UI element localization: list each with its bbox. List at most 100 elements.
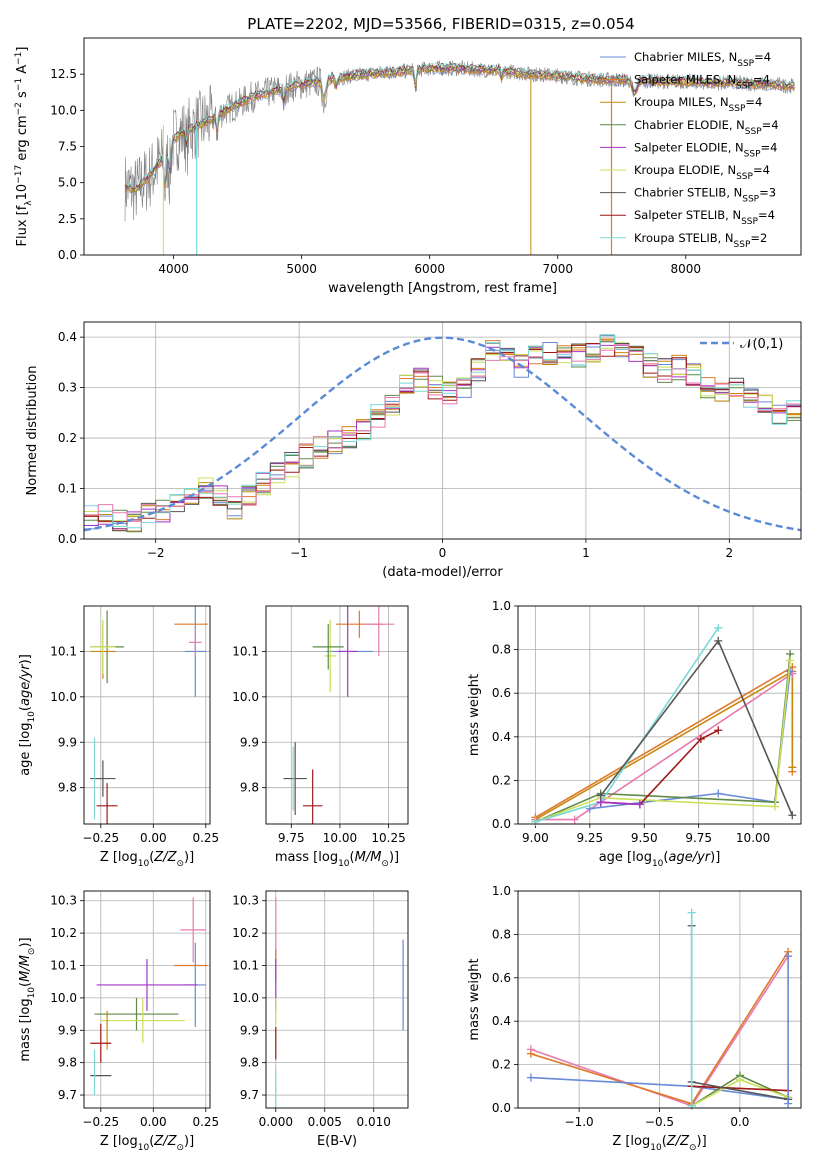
y-tick-label: 1.0 (492, 884, 511, 898)
series-marker-chabrier_miles (784, 1099, 793, 1108)
legend-label-kroupa_miles: Kroupa MILES, NSSP=4 (634, 95, 762, 114)
series-marker-salpeter_elodie (635, 800, 644, 809)
x-axis-label: E(B-V) (317, 1134, 357, 1149)
histogram-step-kroupa_stelib (84, 334, 801, 529)
errorbar-point-salpeter_stelib (96, 783, 118, 824)
panel-age_vs_Z: −0.25 0.00 0.25 9.8 9.9 10.0 10.1 Z [log10(Z/Z⊙… (18, 605, 219, 869)
x-axis-label: Z [log10(Z/Z⊙)] (100, 850, 194, 869)
y-tick-label: 10.1 (50, 958, 77, 972)
errorbar-point-chabrier_stelib (283, 742, 307, 815)
histogram-step-kroupa_miles (84, 339, 801, 529)
y-tick-label: 2.5 (58, 212, 77, 226)
axes-frame (517, 605, 802, 825)
errorbar-layer (283, 606, 395, 824)
y-tick-label: 9.8 (58, 1056, 77, 1070)
axes-frame (517, 890, 802, 1109)
y-axis-label: mass [log10(M/M⊙)] (18, 937, 37, 1061)
y-tick-label: 0.2 (58, 431, 77, 445)
y-tick-label: 0.0 (58, 532, 77, 546)
y-tick-label: 10.1 (232, 644, 259, 658)
x-tick-label: 9.00 (522, 831, 549, 845)
series-marker-kroupa_stelib (687, 908, 696, 917)
panel-residual_hist: −2 −1 0 1 2 0.0 0.1 0.2 0.3 0.4 (data-model)/error… (25, 321, 802, 580)
x-tick-label: 4000 (158, 262, 189, 276)
y-tick-label: 9.8 (240, 781, 259, 795)
series-line-salpeter_miles (534, 665, 794, 819)
panel-spectrum: 4000 5000 6000 7000 8000 0.0 2.5 5.0 7.5 10.0 12.5… (14, 37, 802, 296)
y-tick-label: 0.8 (492, 643, 511, 657)
x-axis-label: (data-model)/error (382, 565, 503, 580)
series-line-kroupa_stelib (535, 627, 719, 823)
y-tick-label: 12.5 (50, 67, 77, 81)
x-tick-label: 10.00 (736, 831, 770, 845)
series-marker-kroupa_elodie (786, 656, 795, 665)
series-marker-chabrier_stelib (788, 811, 797, 820)
y-tick-label: 10.0 (50, 690, 77, 704)
x-tick-label: −2 (147, 546, 165, 560)
x-tick-label: 0 (439, 546, 447, 560)
y-tick-label: 7.5 (58, 140, 77, 154)
y-tick-label: 10.3 (50, 894, 77, 908)
errorbar-point-salpeter_stelib (302, 769, 323, 824)
series-marker-chabrier_miles (526, 1073, 535, 1082)
x-axis-label: Z [log10(Z/Z⊙)] (612, 1134, 706, 1153)
axes-frame (83, 37, 802, 256)
y-tick-label: 0.6 (492, 971, 511, 985)
figure-content: 4000 5000 6000 7000 80000.02.55.07.510.012.5… (14, 37, 802, 1153)
x-tick-label: 0.0 (730, 1115, 749, 1129)
legend-label-normal: 𝒩(0,1) (740, 337, 783, 352)
spectrum-model-line-salpeter_stelib (124, 62, 795, 189)
legend-label-chabrier_miles: Chabrier MILES, NSSP=4 (634, 50, 771, 69)
errorbar-layer (90, 897, 208, 1096)
x-axis-label: age [log10(age/yr)] (599, 850, 721, 869)
y-tick-label: 10.1 (50, 644, 77, 658)
figure-title: PLATE=2202, MJD=53566, FIBERID=0315, z=0… (247, 15, 634, 33)
series-marker-kroupa_elodie (735, 1075, 744, 1084)
y-tick-label: 10.3 (232, 894, 259, 908)
errorbar-point-kroupa_elodie (90, 619, 116, 675)
y-tick-label: 0.4 (58, 330, 77, 344)
errorbar-point-chabrier_elodie (94, 997, 179, 1031)
errorbar-layer (275, 897, 404, 1108)
series-marker-kroupa_miles (788, 763, 797, 772)
series-line-salpeter_elodie (600, 801, 640, 806)
spectrum-model-line-kroupa_stelib (124, 61, 795, 189)
x-tick-label: 10.25 (371, 831, 405, 845)
y-tick-label: 0.8 (492, 927, 511, 941)
axes-frame (83, 605, 211, 825)
axes-frame (265, 890, 409, 1109)
series-marker-chabrier_stelib (714, 636, 723, 645)
axes-frame (83, 890, 211, 1109)
legend-label-salpeter_miles: Salpeter MILES, NSSP=4 (634, 73, 770, 92)
y-tick-label: 9.9 (240, 1023, 259, 1037)
series-marker-salpeter_stelib (696, 734, 705, 743)
series-line-salpeter_stelib (691, 1085, 789, 1092)
x-tick-label: 9.25 (576, 831, 603, 845)
series-marker-kroupa_stelib (714, 623, 723, 632)
errorbar-point-chabrier_elodie (312, 624, 344, 670)
panel-mass_weight_vs_age: 9.00 9.25 9.50 9.75 10.00 0.0 0.2 0.4 0.6 0.8 1.0 a… (467, 599, 802, 869)
y-tick-label: 0.2 (492, 1058, 511, 1072)
x-tick-label: −0.25 (82, 831, 119, 845)
x-tick-label: 1 (582, 546, 590, 560)
errorbar-point-kroupa_elodie (324, 619, 337, 693)
x-axis-label: wavelength [Angstrom, rest frame] (328, 281, 557, 296)
y-tick-label: 10.0 (50, 103, 77, 117)
series-marker-kroupa_stelib (687, 1101, 696, 1110)
y-axis-label: Normed distribution (25, 366, 40, 496)
x-tick-label: −1.0 (565, 1115, 594, 1129)
series-marker-salpeter_stelib (714, 726, 723, 735)
series-layer (531, 623, 797, 826)
x-tick-label: 9.75 (278, 831, 305, 845)
y-tick-label: 0.0 (492, 1101, 511, 1115)
errorbar-point-pink (189, 628, 202, 656)
x-tick-label: 0.00 (140, 831, 167, 845)
y-tick-label: 0.3 (58, 381, 77, 395)
legend-label-salpeter_stelib: Salpeter STELIB, NSSP=4 (634, 208, 775, 227)
x-tick-label: 0.005 (308, 1115, 342, 1129)
series-line-chabrier_stelib (600, 639, 794, 816)
y-tick-label: 9.9 (240, 735, 259, 749)
legend-label-chabrier_stelib: Chabrier STELIB, NSSP=3 (634, 186, 776, 205)
y-tick-label: 10.0 (50, 991, 77, 1005)
